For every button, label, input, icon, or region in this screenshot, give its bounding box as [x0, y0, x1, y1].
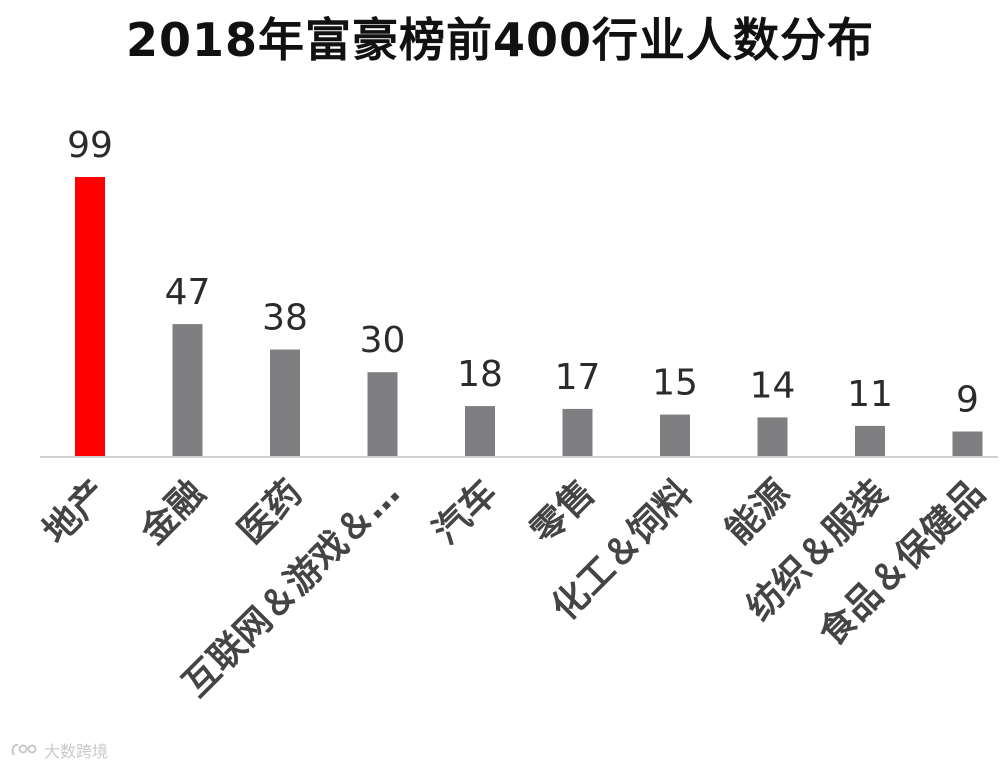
category-label-1: 金融	[132, 472, 213, 553]
value-label-0: 99	[67, 125, 113, 166]
bars-layer	[75, 177, 983, 457]
value-label-5: 17	[555, 357, 601, 398]
bar-1	[172, 324, 203, 457]
value-label-7: 14	[750, 365, 796, 406]
value-labels-layer: 99 47 38 30 18 17 15 14 11 9	[67, 125, 979, 421]
category-label-0: 地产	[36, 472, 116, 552]
category-label-2: 医药	[231, 472, 311, 552]
bar-6	[660, 414, 690, 457]
bar-3	[367, 372, 398, 457]
value-label-9: 9	[956, 380, 979, 421]
chart-title: 2018年富豪榜前400行业人数分布	[125, 13, 875, 67]
bar-0	[75, 177, 105, 457]
bar-2	[270, 349, 300, 457]
category-label-7: 能源	[718, 472, 798, 552]
value-label-1: 47	[165, 272, 211, 313]
value-label-8: 11	[847, 374, 893, 415]
bar-5	[562, 408, 593, 457]
value-label-4: 18	[457, 354, 503, 395]
watermark: 大数跨境	[10, 738, 108, 762]
value-label-3: 30	[360, 320, 406, 361]
bar-8	[855, 425, 885, 457]
watermark-text: 大数跨境	[44, 742, 109, 761]
value-label-6: 15	[652, 363, 698, 404]
watermark-logo-icon	[11, 743, 37, 756]
category-label-5: 零售	[523, 472, 603, 552]
category-label-4: 汽车	[426, 472, 506, 552]
value-label-2: 38	[262, 298, 308, 339]
bar-7	[757, 417, 788, 457]
bar-4	[465, 406, 495, 457]
bar-9	[952, 431, 983, 457]
